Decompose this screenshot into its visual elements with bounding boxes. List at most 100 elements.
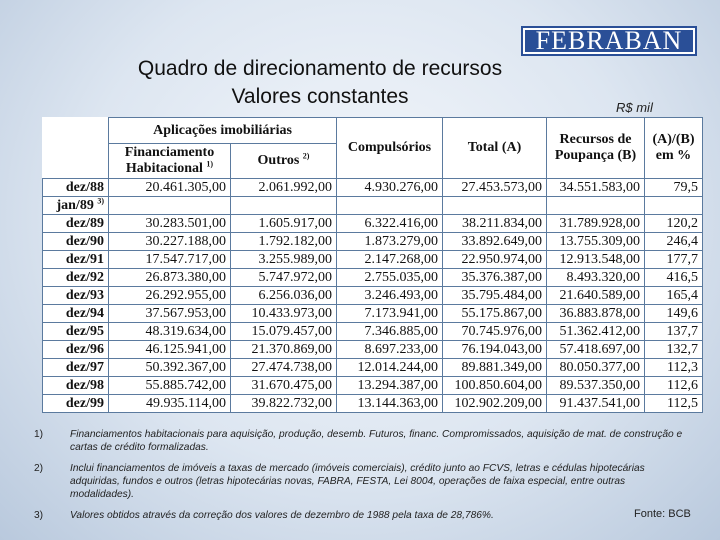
cell-poup: 36.883.878,00 [546,304,645,323]
cell-comp: 13.144.363,00 [336,394,443,413]
cell-outros: 10.433.973,00 [230,304,337,323]
header-financiamento: Financiamento Habitacional 1) [108,143,231,179]
cell-fin: 30.227.188,00 [108,232,231,251]
cell-total: 35.376.387,00 [442,268,547,287]
cell-fin [108,196,231,215]
cell-outros: 31.670.475,00 [230,376,337,395]
header-compulsorios: Compulsórios [336,117,443,179]
cell-poup [546,196,645,215]
row-year: dez/94 [42,304,109,323]
cell-ratio: 149,6 [644,304,703,323]
cell-poup: 34.551.583,00 [546,178,645,197]
cell-outros [230,196,337,215]
table-row: dez/93 26.292.955,00 6.256.036,00 3.246.493… [42,286,703,305]
cell-fin: 37.567.953,00 [108,304,231,323]
cell-comp: 7.173.941,00 [336,304,443,323]
table-row: dez/98 55.885.742,00 31.670.475,00 13.294.3… [42,376,703,395]
cell-ratio: 137,7 [644,322,703,341]
header-aplicacoes: Aplicações imobiliárias [108,117,337,144]
header-blank [42,117,109,179]
cell-comp [336,196,443,215]
cell-poup: 31.789.928,00 [546,214,645,233]
cell-poup: 57.418.697,00 [546,340,645,359]
data-table: Aplicações imobiliárias Compulsórios Tot… [42,117,703,413]
cell-outros: 39.822.732,00 [230,394,337,413]
row-year: dez/99 [42,394,109,413]
source-label: Fonte: BCB [634,508,691,520]
table-row: dez/97 50.392.367,00 27.474.738,00 12.014.2… [42,358,703,377]
cell-outros: 5.747.972,00 [230,268,337,287]
table-row: dez/99 49.935.114,00 39.822.732,00 13.144.3… [42,394,703,413]
cell-outros: 21.370.869,00 [230,340,337,359]
cell-fin: 26.292.955,00 [108,286,231,305]
row-year: dez/88 [42,178,109,197]
cell-fin: 48.319.634,00 [108,322,231,341]
table-row: dez/96 46.125.941,00 21.370.869,00 8.697.23… [42,340,703,359]
cell-total: 38.211.834,00 [442,214,547,233]
cell-total: 102.902.209,00 [442,394,547,413]
cell-comp: 3.246.493,00 [336,286,443,305]
cell-comp: 12.014.244,00 [336,358,443,377]
cell-total: 100.850.604,00 [442,376,547,395]
cell-poup: 89.537.350,00 [546,376,645,395]
cell-ratio: 112,6 [644,376,703,395]
cell-ratio: 79,5 [644,178,703,197]
cell-ratio: 165,4 [644,286,703,305]
cell-comp: 8.697.233,00 [336,340,443,359]
cell-fin: 49.935.114,00 [108,394,231,413]
row-year: dez/91 [42,250,109,269]
row-year: dez/89 [42,214,109,233]
cell-ratio: 132,7 [644,340,703,359]
cell-outros: 3.255.989,00 [230,250,337,269]
header-ratio: (A)/(B) em % [644,117,703,179]
cell-outros: 15.079.457,00 [230,322,337,341]
table-row: dez/92 26.873.380,00 5.747.972,00 2.755.035… [42,268,703,287]
febraban-logo: FEBRABAN [521,26,697,56]
cell-fin: 55.885.742,00 [108,376,231,395]
cell-outros: 27.474.738,00 [230,358,337,377]
cell-comp: 2.147.268,00 [336,250,443,269]
row-year: dez/98 [42,376,109,395]
cell-comp: 7.346.885,00 [336,322,443,341]
table-row: dez/88 20.461.305,00 2.061.992,00 4.930.276… [42,178,703,197]
row-year: dez/92 [42,268,109,287]
cell-outros: 2.061.992,00 [230,178,337,197]
cell-ratio: 177,7 [644,250,703,269]
cell-outros: 1.792.182,00 [230,232,337,251]
cell-poup: 51.362.412,00 [546,322,645,341]
cell-fin: 50.392.367,00 [108,358,231,377]
cell-ratio [644,196,703,215]
table-row: dez/95 48.319.634,00 15.079.457,00 7.346.88… [42,322,703,341]
cell-poup: 80.050.377,00 [546,358,645,377]
table-row: dez/90 30.227.188,00 1.792.182,00 1.873.279… [42,232,703,251]
cell-fin: 30.283.501,00 [108,214,231,233]
header-outros: Outros 2) [230,143,337,179]
table-row: dez/94 37.567.953,00 10.433.973,00 7.173.94… [42,304,703,323]
cell-fin: 17.547.717,00 [108,250,231,269]
cell-outros: 6.256.036,00 [230,286,337,305]
cell-ratio: 416,5 [644,268,703,287]
page-title: Quadro de direcionamento de recursos [137,57,503,80]
cell-poup: 13.755.309,00 [546,232,645,251]
row-year: dez/93 [42,286,109,305]
cell-comp: 4.930.276,00 [336,178,443,197]
cell-comp: 1.873.279,00 [336,232,443,251]
cell-total: 27.453.573,00 [442,178,547,197]
cell-total: 33.892.649,00 [442,232,547,251]
cell-total: 89.881.349,00 [442,358,547,377]
row-year: dez/95 [42,322,109,341]
table-row: dez/91 17.547.717,00 3.255.989,00 2.147.268… [42,250,703,269]
cell-total: 35.795.484,00 [442,286,547,305]
table-row: dez/89 30.283.501,00 1.605.917,00 6.322.416… [42,214,703,233]
header-total: Total (A) [442,117,547,179]
cell-comp: 13.294.387,00 [336,376,443,395]
row-year: dez/90 [42,232,109,251]
cell-ratio: 112,5 [644,394,703,413]
unit-label: R$ mil [616,100,653,115]
page-subtitle: Valores constantes [231,85,409,108]
cell-fin: 46.125.941,00 [108,340,231,359]
cell-fin: 26.873.380,00 [108,268,231,287]
cell-ratio: 120,2 [644,214,703,233]
cell-total: 76.194.043,00 [442,340,547,359]
table-row: jan/89 3) [42,196,703,215]
